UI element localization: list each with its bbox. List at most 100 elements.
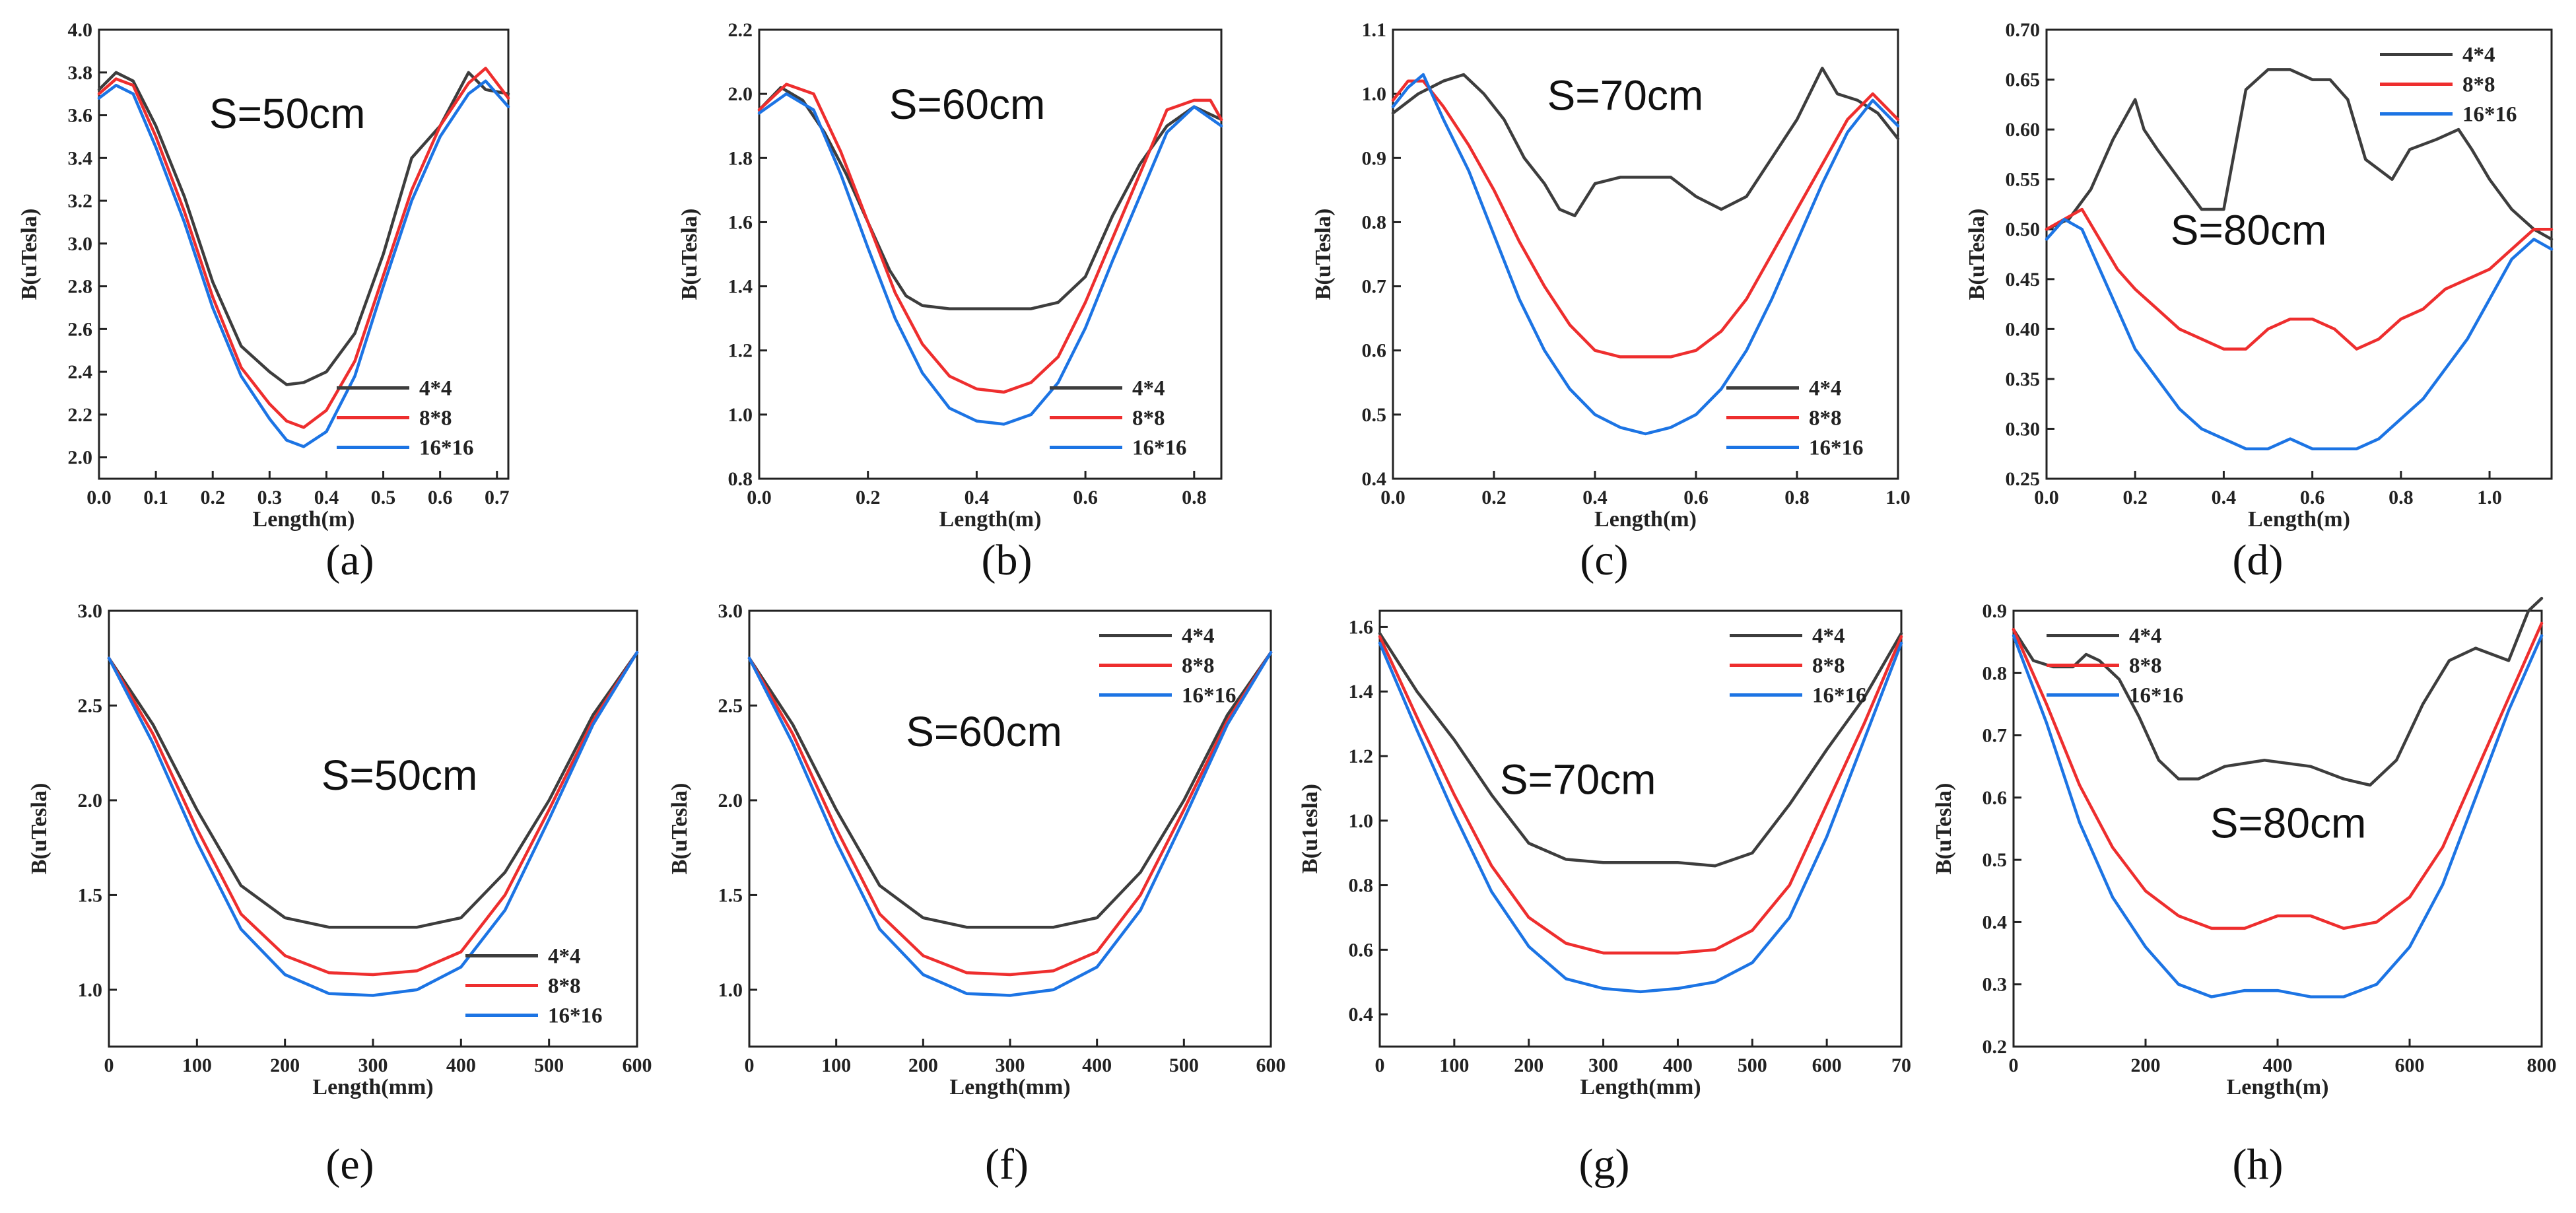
series-line-16x16 — [757, 92, 1223, 426]
y-tick-label: 3.8 — [68, 62, 93, 84]
chart-b: 0.0 0.2 0.4 0.6 0.8 0.8 1.0 1.2 1.4 1.6 1.8 2.0 2.2 L… — [677, 19, 1223, 532]
series-line-16x16 — [2012, 634, 2544, 998]
x-axis-label: Length(m) — [2248, 507, 2350, 532]
legend-label: 16*16 — [2129, 684, 2184, 708]
x-tick-label: 0 — [104, 1055, 114, 1076]
y-tick-label: 3.4 — [68, 147, 93, 169]
y-tick-label: 3.2 — [68, 190, 93, 212]
legend: 4*4 8*8 16*16 — [465, 945, 603, 1028]
chart-f: 0 100 200 300 400 500 600 1.0 1.5 2.0 2.5 3.0 Length… — [667, 600, 1286, 1099]
x-tick-label: 200 — [270, 1055, 300, 1076]
y-tick-label: 0.6 — [1349, 939, 1374, 961]
y-tick-label: 0.8 — [1983, 662, 2008, 684]
legend: 4*4 8*8 16*16 — [1050, 377, 1187, 460]
series-line-4x4 — [1391, 67, 1900, 217]
annotation-label: S=50cm — [209, 90, 366, 137]
x-tick-label: 0.1 — [143, 487, 168, 508]
series-line-4x4 — [757, 86, 1223, 310]
chart-a: 0.0 0.1 0.2 0.3 0.4 0.5 0.6 0.7 2.0 2.2 2.4 2.6 2.8 3… — [17, 19, 510, 532]
y-tick-label: 0.9 — [1362, 147, 1387, 169]
y-tick-label: 2.2 — [68, 404, 93, 426]
x-tick-label: 0.0 — [747, 487, 772, 508]
y-tick-label: 1.1 — [1362, 19, 1387, 41]
y-tick-label: 0.60 — [2006, 119, 2041, 141]
panel-caption: (c) — [1580, 536, 1628, 584]
x-tick-label: 0.4 — [2212, 487, 2237, 508]
y-tick-label: 0.8 — [1362, 211, 1387, 233]
legend-label: 4*4 — [548, 945, 581, 969]
x-axis-label: Length(mm) — [312, 1075, 433, 1099]
plot-frame — [1392, 28, 1899, 480]
series-line-4x4 — [747, 650, 1273, 929]
x-tick-label: 0 — [1375, 1055, 1385, 1076]
x-axis-label: Length(m) — [1594, 507, 1697, 532]
x-tick-label: 300 — [996, 1055, 1025, 1076]
legend-label: 16*16 — [1132, 436, 1187, 460]
x-axis-label: Length(m) — [2227, 1075, 2329, 1099]
y-tick-label: 1.6 — [728, 211, 753, 233]
panel-caption: (a) — [325, 536, 374, 584]
y-tick-label: 2.0 — [78, 790, 103, 812]
y-tick-label: 1.8 — [728, 147, 753, 169]
legend-label: 8*8 — [2129, 654, 2162, 678]
x-tick-label: 70 — [1891, 1055, 1911, 1076]
series-line-8x8 — [757, 83, 1223, 394]
x-tick-label: 600 — [2395, 1055, 2425, 1076]
plot-frame — [1378, 609, 1903, 1048]
x-axis-label: Length(mm) — [1580, 1075, 1701, 1099]
x-tick-label: 400 — [1082, 1055, 1112, 1076]
x-tick-label: 0.8 — [1784, 487, 1810, 508]
y-tick-label: 0.70 — [2006, 19, 2041, 41]
x-tick-label: 200 — [2131, 1055, 2161, 1076]
y-tick-label: 1.4 — [1349, 681, 1374, 703]
y-tick-label: 0.45 — [2006, 269, 2041, 291]
x-tick-label: 0.8 — [2389, 487, 2414, 508]
annotation-label: S=70cm — [1500, 756, 1656, 804]
x-tick-label: 200 — [908, 1055, 938, 1076]
x-tick-label: 0.2 — [856, 487, 881, 508]
chart-h: 0 200 400 600 800 0.2 0.3 0.4 0.5 0.6 0.7 0.8 0.9 Len… — [1932, 596, 2557, 1099]
x-tick-label: 0.6 — [1073, 487, 1098, 508]
legend-label: 16*16 — [2462, 103, 2517, 127]
x-tick-label: 0.5 — [371, 487, 396, 508]
y-tick-label: 0.6 — [1983, 787, 2008, 809]
x-tick-label: 0.4 — [965, 487, 990, 508]
x-tick-label: 0.3 — [257, 487, 283, 508]
annotation-label: S=50cm — [322, 751, 478, 799]
annotation-label: S=60cm — [906, 708, 1062, 755]
y-tick-label: 1.0 — [78, 979, 103, 1001]
y-tick-label: 0.40 — [2006, 318, 2041, 340]
legend-label: 8*8 — [1809, 407, 1842, 431]
y-tick-label: 0.9 — [1983, 600, 2008, 622]
x-tick-label: 0.8 — [1182, 487, 1207, 508]
x-tick-label: 500 — [1738, 1055, 1767, 1076]
y-axis-label: B(uTesla) — [1965, 209, 1989, 300]
y-tick-label: 0.8 — [1349, 875, 1374, 897]
x-axis-label: Length(mm) — [949, 1075, 1070, 1099]
y-tick-label: 1.0 — [1349, 810, 1374, 832]
y-axis-label: B(uTesla) — [667, 783, 692, 875]
y-tick-label: 1.2 — [728, 340, 753, 362]
series-line-16x16 — [97, 79, 510, 448]
x-tick-label: 1.0 — [1885, 487, 1911, 508]
series-line-16x16 — [747, 650, 1273, 997]
x-tick-label: 400 — [2263, 1055, 2293, 1076]
x-tick-label: 0.0 — [1380, 487, 1406, 508]
x-tick-label: 800 — [2527, 1055, 2557, 1076]
legend: 4*4 8*8 16*16 — [2380, 44, 2517, 127]
legend-label: 16*16 — [1182, 684, 1237, 708]
panel-caption: (f) — [985, 1140, 1029, 1189]
plot-frame — [2045, 28, 2553, 480]
y-axis-label: B(uTesla) — [1932, 783, 1956, 875]
annotation-label: S=70cm — [1547, 72, 1704, 120]
legend-label: 16*16 — [1809, 436, 1864, 460]
x-tick-label: 400 — [446, 1055, 476, 1076]
y-tick-label: 2.6 — [68, 318, 93, 340]
y-tick-label: 0.8 — [728, 468, 753, 490]
legend: 4*4 8*8 16*16 — [337, 377, 474, 460]
x-tick-label: 0 — [2009, 1055, 2019, 1076]
y-tick-label: 0.7 — [1362, 276, 1387, 298]
x-tick-label: 600 — [1256, 1055, 1286, 1076]
x-tick-label: 0.2 — [1481, 487, 1507, 508]
series-line-4x4 — [107, 650, 639, 929]
